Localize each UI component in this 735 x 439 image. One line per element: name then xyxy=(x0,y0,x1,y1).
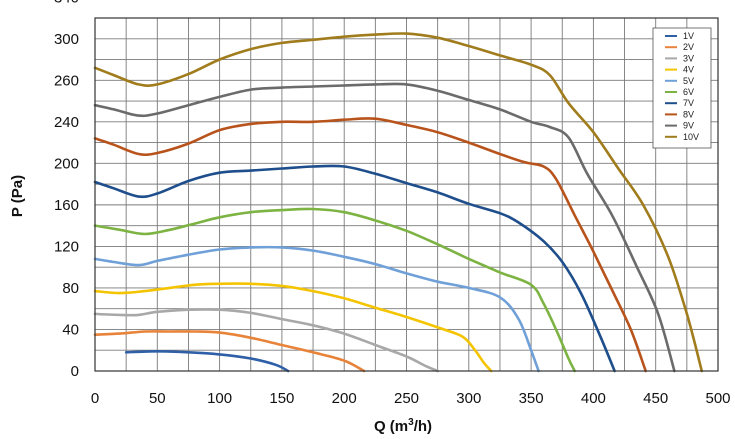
legend-label: 9V xyxy=(683,121,694,131)
series-line-2v xyxy=(93,330,366,373)
series-line-9v xyxy=(93,82,676,373)
series-line-7v xyxy=(93,164,616,373)
series-lines xyxy=(93,32,704,373)
x-tick-label: 100 xyxy=(207,390,232,407)
x-tick-label: 400 xyxy=(581,390,606,407)
y-tick-label: 340 xyxy=(54,0,79,6)
series-line-10v xyxy=(93,32,704,373)
x-tick-label: 150 xyxy=(269,390,294,407)
legend-label: 1V xyxy=(683,31,694,41)
y-tick-label: 200 xyxy=(54,155,79,172)
y-tick-label: 260 xyxy=(54,72,79,89)
legend-box xyxy=(652,27,712,149)
x-tick-label: 500 xyxy=(705,390,730,407)
plot-frame xyxy=(94,17,719,372)
x-axis-title-main: Q (m xyxy=(374,418,408,435)
legend-label: 4V xyxy=(683,65,694,75)
y-tick-label: 80 xyxy=(62,280,79,297)
y-tick-label: 300 xyxy=(54,31,79,48)
series-line-4v xyxy=(93,282,493,373)
legend-label: 7V xyxy=(683,98,694,108)
legend-label: 3V xyxy=(683,53,694,63)
x-tick-label: 300 xyxy=(456,390,481,407)
x-tick-labels: 0 50 100 150 200 250 300 350 400 450 500 xyxy=(91,390,731,407)
y-tick-label: 0 xyxy=(71,363,79,380)
series-line-6v xyxy=(93,207,576,373)
x-tick-label: 350 xyxy=(519,390,544,407)
x-tick-label: 200 xyxy=(332,390,357,407)
x-tick-label: 0 xyxy=(91,390,99,407)
legend-label: 10V xyxy=(683,132,699,142)
legend-label: 8V xyxy=(683,109,694,119)
axes xyxy=(94,17,719,372)
y-tick-label: 40 xyxy=(62,321,79,338)
x-axis-title-suffix: /h) xyxy=(414,418,432,435)
legend-label: 5V xyxy=(683,76,694,86)
series-line-8v xyxy=(93,117,647,373)
legend-label: 6V xyxy=(683,87,694,97)
y-tick-label: 120 xyxy=(54,238,79,255)
x-tick-label: 50 xyxy=(149,390,166,407)
x-axis-title: Q (m3/h) xyxy=(374,417,432,435)
y-axis-title: P (Pa) xyxy=(9,175,26,217)
series-line-5v xyxy=(93,245,540,373)
legend-label: 2V xyxy=(683,42,694,52)
x-axis-title-sup: 3 xyxy=(408,417,414,428)
y-tick-label: 240 xyxy=(54,114,79,131)
x-tick-label: 450 xyxy=(643,390,668,407)
y-tick-label: 160 xyxy=(54,197,79,214)
series-line-1v xyxy=(124,350,290,373)
y-tick-labels: 0 40 80 120 160 200 240 260 300 340 xyxy=(54,0,79,380)
series-line-3v xyxy=(93,308,439,373)
x-tick-label: 250 xyxy=(394,390,419,407)
